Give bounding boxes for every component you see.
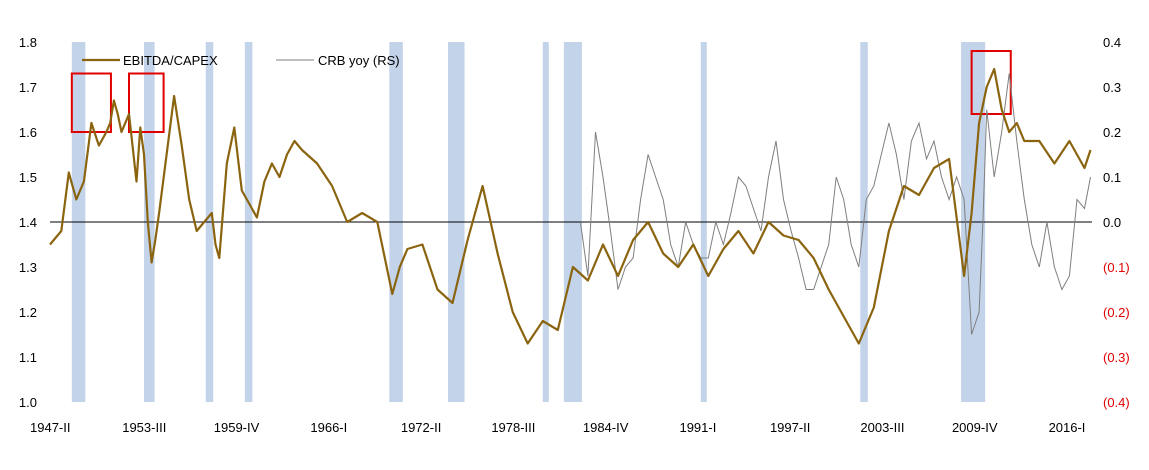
right-tick-label: 0.4 xyxy=(1103,35,1121,50)
left-tick-label: 1.4 xyxy=(19,215,37,230)
legend: EBITDA/CAPEX CRB yoy (RS) xyxy=(82,53,400,68)
x-tick-label: 2009-IV xyxy=(952,420,998,435)
ebitda-capex-line xyxy=(49,67,1092,345)
highlight-box-1 xyxy=(127,72,165,133)
x-tick-label: 1953-III xyxy=(122,420,166,435)
left-tick-label: 1.1 xyxy=(19,350,37,365)
right-axis-ticks: (0.4) (0.3) (0.2) (0.1) 0.0 0.1 0.2 0.3 0.4 xyxy=(1103,35,1130,410)
left-tick-label: 1.7 xyxy=(19,80,37,95)
left-tick-label: 1.2 xyxy=(19,305,37,320)
right-tick-label: 0.0 xyxy=(1103,215,1121,230)
right-tick-label: 0.1 xyxy=(1103,170,1121,185)
left-tick-label: 1.8 xyxy=(19,35,37,50)
right-tick-label: 0.3 xyxy=(1103,80,1121,95)
x-tick-label: 1984-IV xyxy=(583,420,629,435)
x-tick-label: 2016-I xyxy=(1049,420,1086,435)
x-tick-label: 1972-II xyxy=(401,420,441,435)
x-tick-label: 2003-III xyxy=(860,420,904,435)
x-axis-ticks: 1947-II 1953-III 1959-IV 1966-I 1972-II 1978-… xyxy=(30,420,1085,435)
highlight-box-0 xyxy=(70,72,112,133)
left-axis-ticks: 1.0 1.1 1.2 1.3 1.4 1.5 1.6 1.7 1.8 xyxy=(19,35,37,410)
crb-yoy-line xyxy=(579,73,1091,335)
highlight-box-2 xyxy=(970,50,1012,115)
right-tick-label: (0.4) xyxy=(1103,395,1130,410)
right-tick-label: (0.1) xyxy=(1103,260,1130,275)
left-tick-label: 1.0 xyxy=(19,395,37,410)
legend-label-crb: CRB yoy (RS) xyxy=(318,53,400,68)
x-tick-label: 1991-I xyxy=(679,420,716,435)
legend-label-ebitda: EBITDA/CAPEX xyxy=(123,53,218,68)
x-tick-label: 1997-II xyxy=(770,420,810,435)
x-tick-label: 1947-II xyxy=(30,420,70,435)
right-tick-label: (0.3) xyxy=(1103,350,1130,365)
left-tick-label: 1.6 xyxy=(19,125,37,140)
right-tick-label: (0.2) xyxy=(1103,305,1130,320)
right-tick-label: 0.2 xyxy=(1103,125,1121,140)
highlight-boxes xyxy=(70,50,1012,133)
x-tick-label: 1959-IV xyxy=(214,420,260,435)
x-tick-label: 1978-III xyxy=(491,420,535,435)
left-tick-label: 1.3 xyxy=(19,260,37,275)
x-tick-label: 1966-I xyxy=(310,420,347,435)
left-tick-label: 1.5 xyxy=(19,170,37,185)
